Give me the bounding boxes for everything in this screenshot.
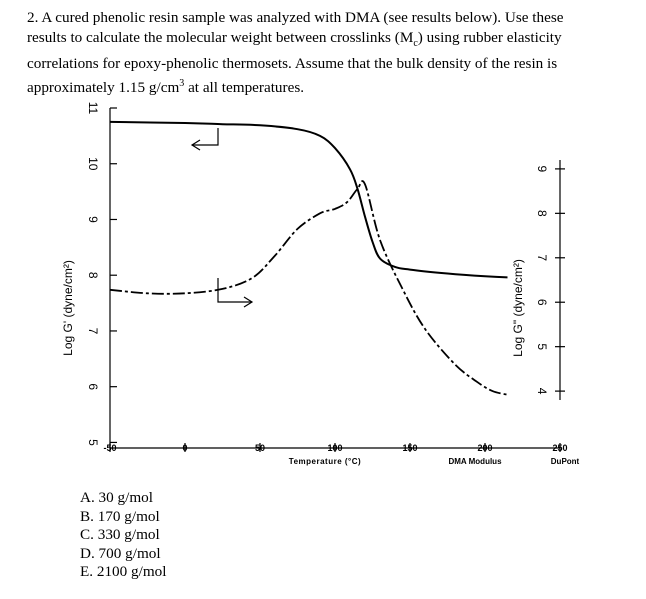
answer-e[interactable]: E. 2100 g/mol [80,563,167,580]
annotation-dupont: DuPont [551,457,580,466]
x-tick-label: 100 [327,443,342,453]
right-tick-label: 6 [535,299,549,306]
y-right-axis-label: Log G" (dyne/cm²) [511,259,525,357]
cm-superscript: 3 [179,78,185,90]
right-tick-label: 8 [535,210,549,217]
right-tick-label: 4 [535,388,549,395]
plot-frame [109,108,561,449]
annotation-dma-modulus: DMA Modulus [448,457,502,466]
x-tick-label: 0 [182,443,187,453]
right-tick-label: 7 [535,254,549,261]
x-axis-label: Temperature (°C) [289,457,361,466]
x-axis-ticks: -50 0 50 100 150 200 250 [103,443,568,453]
left-tick-label: 8 [86,272,100,279]
mc-subscript: c [413,38,418,50]
right-axis-ticks: 4 5 6 7 8 9 [535,166,565,395]
x-tick-label: 200 [477,443,492,453]
x-tick-label: 50 [255,443,265,453]
question-line-4: approximately 1.15 g/cm3 at all temperat… [27,78,305,97]
question-line-2: results to calculate the molecular weigh… [27,29,562,50]
axis-indicator-arrow-left [190,128,219,151]
question-line-3: correlations for epoxy-phenolic thermose… [27,55,558,73]
y-left-axis-label: Log G' (dyne/cm²) [61,260,75,356]
answer-b[interactable]: B. 170 g/mol [80,507,160,525]
question-line-1: 2. A cured phenolic resin sample was ana… [27,9,564,26]
answer-choices: A. 30 g/mol B. 170 g/mol C. 330 g/mol D.… [80,489,166,582]
x-tick-label: -50 [103,443,116,453]
answer-c[interactable]: C. 330 g/mol [80,526,160,543]
x-tick-label: 150 [402,443,417,453]
left-tick-label: 10 [86,157,100,171]
right-tick-label: 9 [535,166,549,173]
series-loss-modulus-line [109,180,508,396]
x-tick-label: 250 [552,443,567,453]
dma-chart: 5 6 7 8 9 10 11 4 5 6 7 8 9 -50 0 50 100 150 200 250 Log … [61,102,580,466]
question-text: 2. A cured phenolic resin sample was ana… [27,8,627,98]
left-tick-label: 5 [86,439,100,446]
left-tick-label: 11 [86,102,100,115]
left-tick-label: 9 [86,216,100,223]
left-tick-label: 7 [86,328,100,335]
right-tick-label: 5 [535,343,549,350]
left-tick-label: 6 [86,383,100,390]
series-storage-modulus-line [109,120,508,279]
answer-a[interactable]: A. 30 g/mol [80,489,153,506]
answer-d[interactable]: D. 700 g/mol [80,544,161,562]
axis-indicator-arrow-right [217,278,254,308]
left-axis-ticks: 5 6 7 8 9 10 11 [86,102,117,446]
